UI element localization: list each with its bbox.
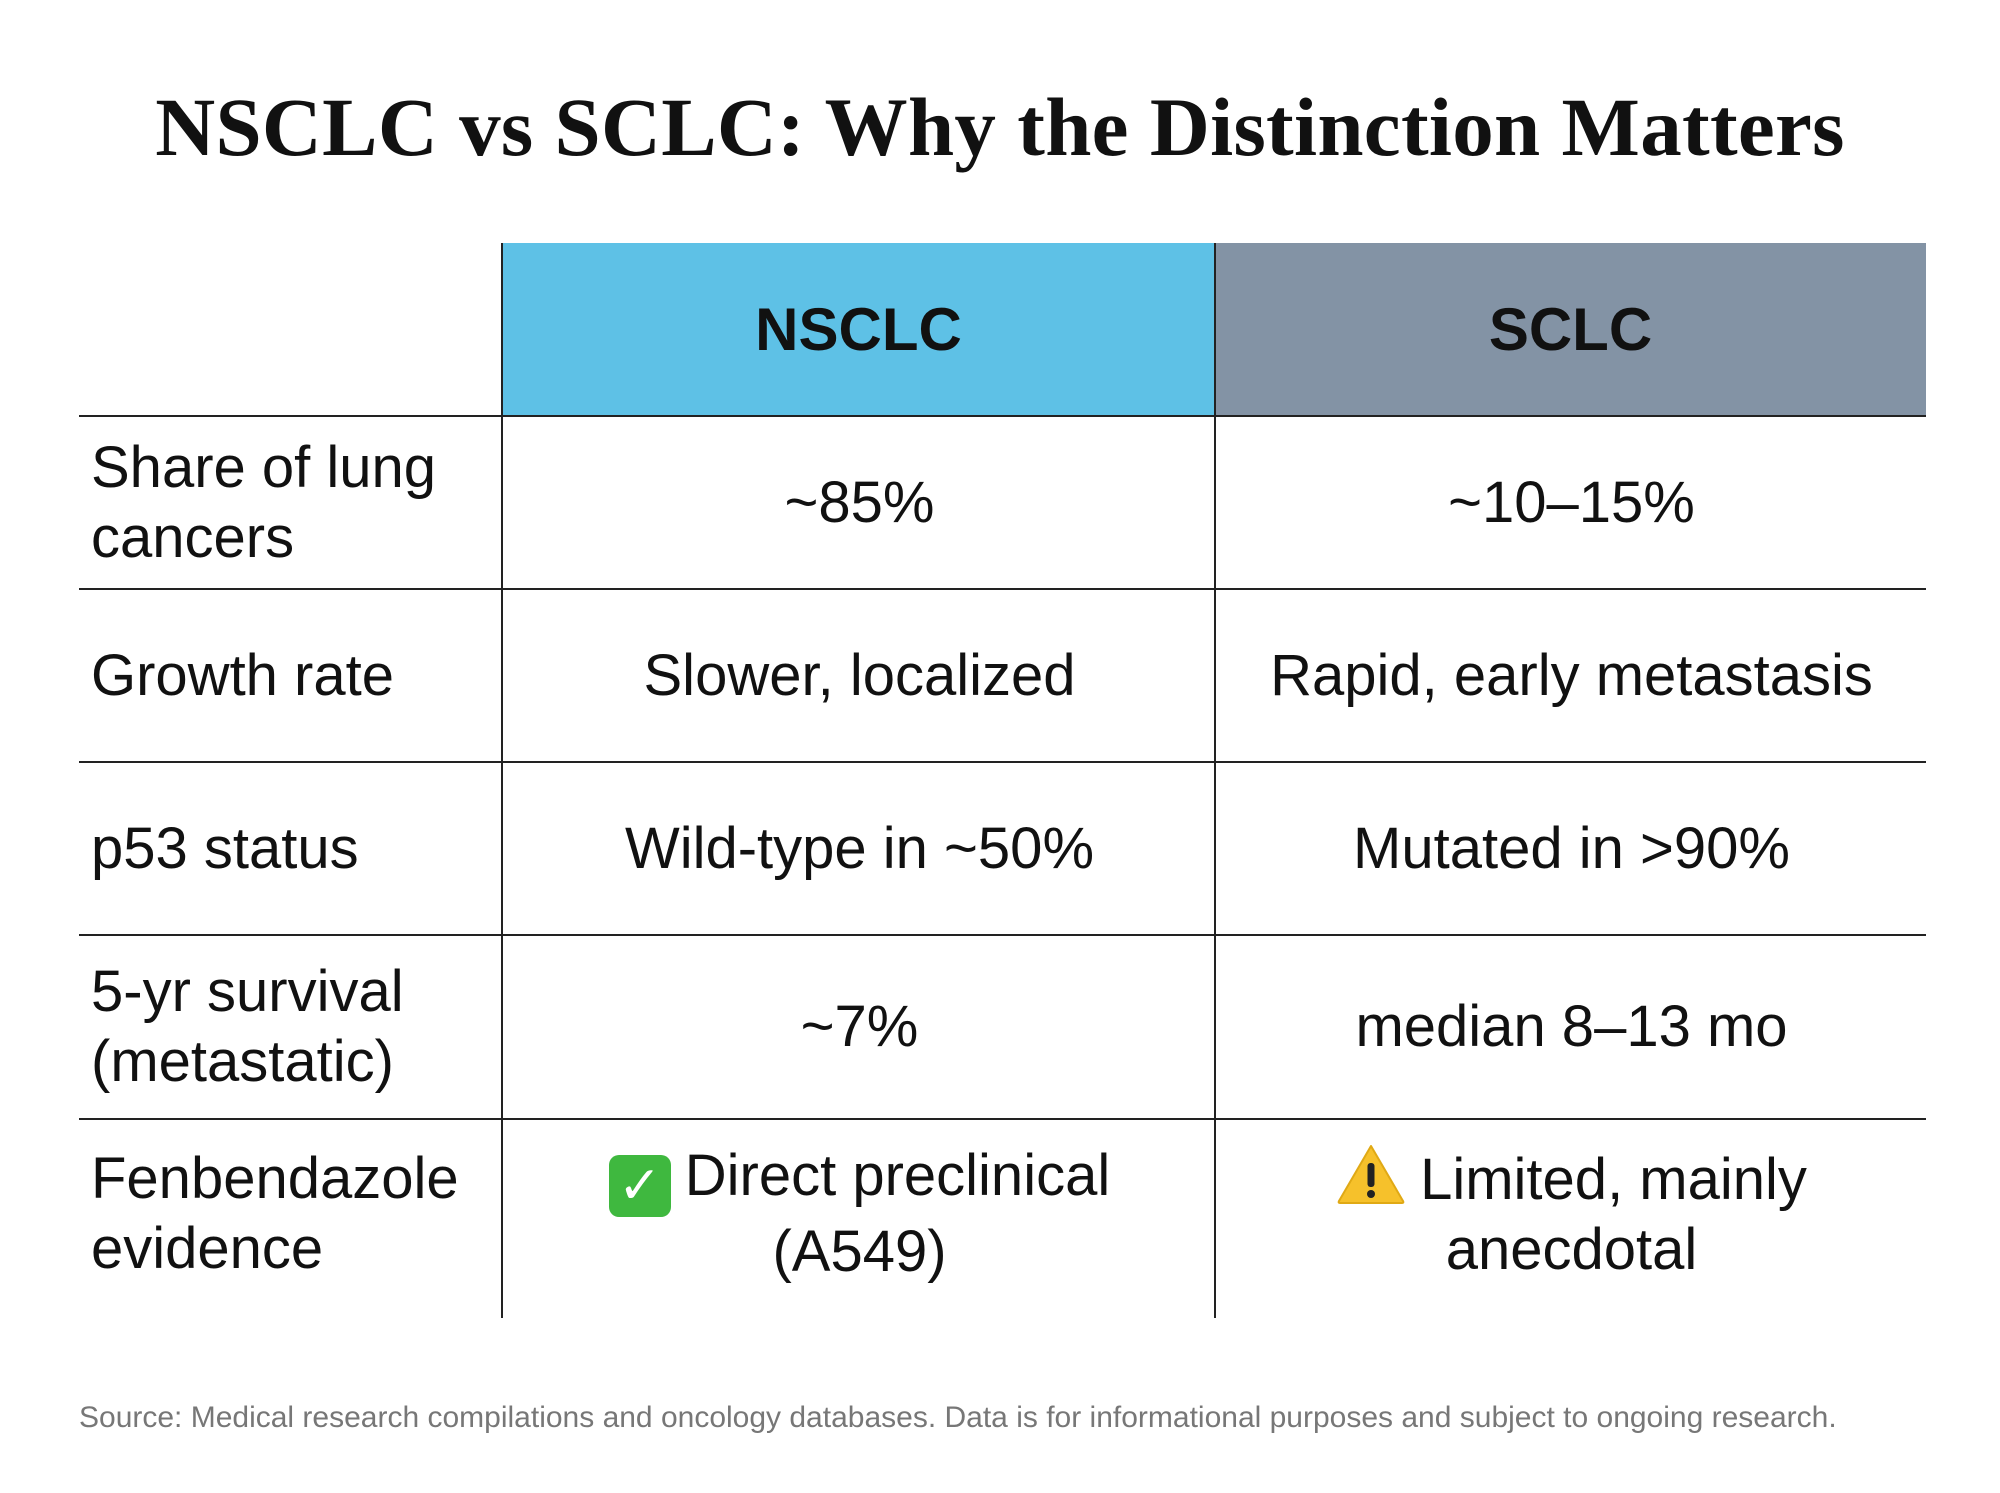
column-divider — [1214, 243, 1216, 1318]
comparison-table: NSCLC SCLC Share of lung cancers ~85% ~1… — [79, 243, 1926, 1318]
sclc-evidence-text: Limited, mainly anecdotal — [1420, 1147, 1807, 1282]
row-label: Share of lung cancers — [91, 434, 437, 570]
nsclc-cell: Slower, localized — [643, 642, 1076, 708]
table-row: 5-yr survival (metastatic) ~7% median 8–… — [79, 935, 1926, 1119]
sclc-cell: ~10–15% — [1448, 469, 1695, 535]
row-label: Fenbendazole evidence — [91, 1146, 459, 1281]
sclc-cell: median 8–13 mo — [1355, 994, 1788, 1059]
header-sclc-label: SCLC — [1488, 296, 1653, 363]
row-divider — [79, 934, 1926, 936]
table-row: Fenbendazole evidence ✓ Direct preclinica… — [79, 1119, 1926, 1309]
sclc-cell: Mutated in >90% — [1353, 815, 1790, 881]
header-nsclc: NSCLC — [502, 243, 1215, 416]
nsclc-cell: ~85% — [784, 469, 935, 535]
row-label: Growth rate — [91, 642, 394, 708]
sclc-cell: Rapid, early metastasis — [1270, 642, 1873, 708]
column-divider — [501, 243, 503, 1318]
source-note: Source: Medical research compilations an… — [79, 1401, 1837, 1434]
header-sclc: SCLC — [1215, 243, 1926, 416]
warning-icon — [1336, 1143, 1406, 1205]
page-title: NSCLC vs SCLC: Why the Distinction Matte… — [155, 81, 1845, 173]
nsclc-cell: Wild-type in ~50% — [624, 815, 1095, 881]
header-nsclc-label: NSCLC — [755, 296, 962, 363]
row-label: 5-yr survival (metastatic) — [91, 959, 404, 1094]
row-divider — [79, 588, 1926, 590]
table-row: p53 status Wild-type in ~50% Mutated in … — [79, 762, 1926, 935]
nsclc-cell: ✓ Direct preclinical (A549) — [504, 1119, 1215, 1309]
row-divider — [79, 761, 1926, 763]
table-row: Growth rate Slower, localized Rapid, ear… — [79, 589, 1926, 762]
nsclc-cell: ~7% — [800, 994, 919, 1059]
row-label: p53 status — [91, 815, 359, 881]
table-row: Share of lung cancers ~85% ~10–15% — [79, 416, 1926, 589]
check-mark-icon: ✓ — [608, 1155, 671, 1217]
row-divider — [79, 415, 1926, 417]
row-divider — [79, 1118, 1926, 1120]
nsclc-evidence-text: Direct preclinical (A549) — [684, 1143, 1111, 1284]
sclc-cell: Limited, mainly anecdotal — [1217, 1119, 1926, 1309]
